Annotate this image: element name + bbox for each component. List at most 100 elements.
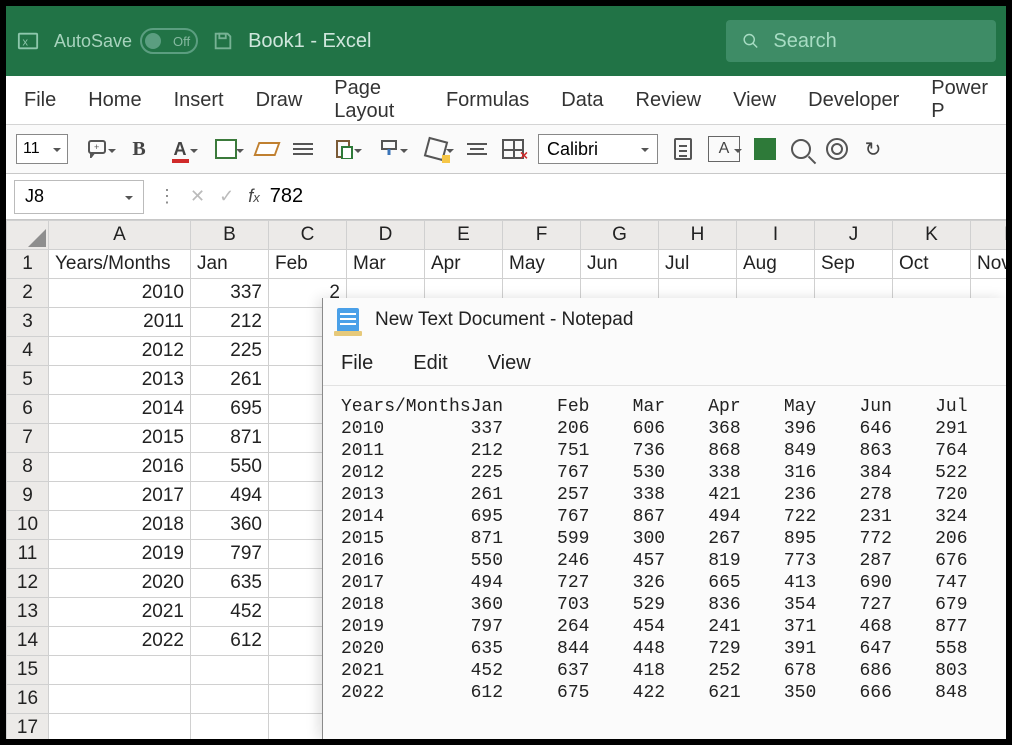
formula-input[interactable] [270,185,1006,208]
fontsize-select[interactable]: 11 [16,134,68,164]
cell[interactable]: 2015 [49,424,191,453]
save-icon[interactable] [212,30,234,52]
row-header-17[interactable]: 17 [7,714,49,740]
col-header-H[interactable]: H [659,221,737,250]
cell[interactable]: 797 [191,540,269,569]
cell[interactable]: 871 [191,424,269,453]
cell[interactable]: 212 [191,308,269,337]
cell[interactable]: Feb [269,250,347,279]
cell[interactable]: 2018 [49,511,191,540]
row-header-4[interactable]: 4 [7,337,49,366]
tab-data[interactable]: Data [561,89,603,112]
cell[interactable]: 337 [191,279,269,308]
tab-home[interactable]: Home [88,89,141,112]
name-box[interactable]: J8 [14,180,144,214]
notepad-menu-view[interactable]: View [488,352,531,375]
cell[interactable]: Years/Months [49,250,191,279]
insert-comment-icon[interactable]: + [82,138,114,160]
cell[interactable]: 360 [191,511,269,540]
col-header-B[interactable]: B [191,221,269,250]
row-header-14[interactable]: 14 [7,627,49,656]
row-header-16[interactable]: 16 [7,685,49,714]
cell[interactable]: 2019 [49,540,191,569]
col-header-D[interactable]: D [347,221,425,250]
cell[interactable] [49,656,191,685]
notepad-menu-file[interactable]: File [341,352,373,375]
autosave-toggle[interactable]: AutoSave Off [54,28,198,54]
row-header-9[interactable]: 9 [7,482,49,511]
paste-button[interactable] [328,138,360,160]
notepad-menu-edit[interactable]: Edit [413,352,447,375]
col-header-E[interactable]: E [425,221,503,250]
color-swatch-button[interactable] [754,138,776,160]
cell[interactable]: 2010 [49,279,191,308]
more-icon[interactable]: ⋮ [158,186,176,207]
row-header-12[interactable]: 12 [7,569,49,598]
cell[interactable]: 2017 [49,482,191,511]
cell[interactable]: 2016 [49,453,191,482]
cell[interactable]: 550 [191,453,269,482]
col-header-A[interactable]: A [49,221,191,250]
notepad-window[interactable]: New Text Document - Notepad File Edit View… [322,298,1006,739]
cell[interactable]: 452 [191,598,269,627]
zoom-button[interactable] [790,138,812,160]
target-button[interactable] [826,138,848,160]
col-header-L[interactable]: L [971,221,1007,250]
align-button[interactable] [292,138,314,160]
align-center-button[interactable] [466,138,488,160]
cell[interactable] [191,685,269,714]
search-box[interactable] [726,20,996,62]
refresh-button[interactable]: ↻ [862,138,884,160]
cell[interactable]: 2013 [49,366,191,395]
cell[interactable]: May [503,250,581,279]
col-header-C[interactable]: C [269,221,347,250]
cell[interactable]: 2012 [49,337,191,366]
tab-file[interactable]: File [24,89,56,112]
cell[interactable]: 261 [191,366,269,395]
col-header-J[interactable]: J [815,221,893,250]
cell[interactable]: Jul [659,250,737,279]
delete-table-button[interactable]: × [502,138,524,160]
confirm-icon[interactable]: ✓ [219,186,234,207]
col-header-K[interactable]: K [893,221,971,250]
cancel-icon[interactable]: ✕ [190,186,205,207]
row-header-8[interactable]: 8 [7,453,49,482]
col-header-F[interactable]: F [503,221,581,250]
row-header-11[interactable]: 11 [7,540,49,569]
tab-power-p[interactable]: Power P [931,77,988,123]
tab-insert[interactable]: Insert [174,89,224,112]
cell[interactable]: Jan [191,250,269,279]
font-color-button[interactable]: A [164,138,196,160]
cell[interactable]: Aug [737,250,815,279]
row-header-7[interactable]: 7 [7,424,49,453]
col-header-I[interactable]: I [737,221,815,250]
tab-developer[interactable]: Developer [808,89,899,112]
eraser-button[interactable] [256,138,278,160]
notepad-titlebar[interactable]: New Text Document - Notepad [323,298,1006,342]
toggle-off-icon[interactable]: Off [140,28,198,54]
sheet-button[interactable] [672,138,694,160]
cell[interactable]: Sep [815,250,893,279]
row-header-1[interactable]: 1 [7,250,49,279]
cell[interactable] [191,656,269,685]
row-header-15[interactable]: 15 [7,656,49,685]
cell[interactable]: Nov [971,250,1007,279]
cell[interactable]: 695 [191,395,269,424]
select-all-corner[interactable] [7,221,49,250]
cell[interactable]: 494 [191,482,269,511]
cell[interactable] [49,714,191,740]
fontname-select[interactable]: Calibri [538,134,658,164]
box-a-button[interactable]: A [708,138,740,160]
fill-color-button[interactable] [210,138,242,160]
cell[interactable]: 2021 [49,598,191,627]
cell[interactable] [191,714,269,740]
bold-button[interactable]: B [128,138,150,160]
cell[interactable]: 612 [191,627,269,656]
tab-review[interactable]: Review [636,89,702,112]
cell[interactable]: 2022 [49,627,191,656]
tab-view[interactable]: View [733,89,776,112]
search-input[interactable] [773,30,980,53]
row-header-5[interactable]: 5 [7,366,49,395]
cell[interactable]: Oct [893,250,971,279]
notepad-textarea[interactable]: Years/MonthsJan Feb Mar Apr May Jun Jul … [323,386,1006,739]
